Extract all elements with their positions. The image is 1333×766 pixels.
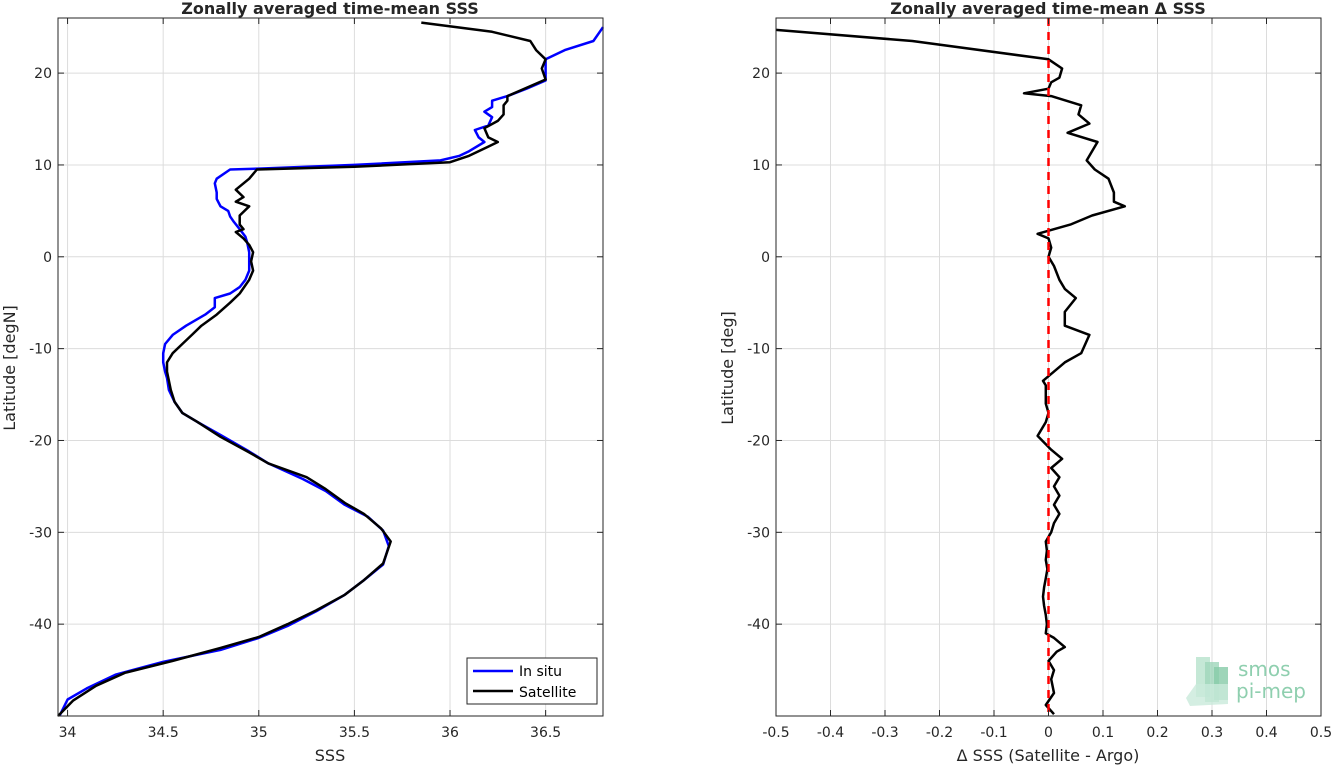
left-x-tick-label: 36.5 <box>530 725 561 741</box>
right-x-tick-label: -0.5 <box>762 725 789 741</box>
right-y-tick-label: 20 <box>752 66 770 82</box>
left-y-tick-label: -10 <box>29 342 52 358</box>
legend-label-satellite: Satellite <box>519 685 576 701</box>
left-series-line-satellite <box>57 21 547 717</box>
legend-box <box>466 657 598 705</box>
left-ticks: 34 34.5 35 35.5 36 36.5 -40 -30 -20 -10 0 10 20 <box>29 18 603 741</box>
right-x-tick-label: 0.2 <box>1146 725 1168 741</box>
right-series-line-delta-sss <box>775 28 1127 716</box>
right-x-tick-label: 0.5 <box>1310 725 1332 741</box>
right-chart-title: Zonally averaged time-mean Δ SSS <box>890 0 1206 18</box>
right-x-axis-label: Δ SSS (Satellite - Argo) <box>957 746 1140 765</box>
left-y-axis-label: Latitude [degN] <box>0 305 19 431</box>
left-y-tick-label: 20 <box>34 66 52 82</box>
left-series-group <box>57 21 605 717</box>
left-x-tick-label: 36 <box>441 725 459 741</box>
right-x-tick-label: 0.3 <box>1201 725 1223 741</box>
left-x-tick-label: 35.5 <box>339 725 370 741</box>
right-x-tick-label: -0.4 <box>817 725 844 741</box>
right-y-axis-label: Latitude [deg] <box>718 311 737 425</box>
left-plot-frame <box>57 17 604 717</box>
left-y-tick-label: 0 <box>43 250 52 266</box>
right-x-tick-label: 0.4 <box>1255 725 1277 741</box>
right-x-tick-label: -0.2 <box>926 725 953 741</box>
right-y-tick-label: 10 <box>752 158 770 174</box>
left-panel: 34 34.5 35 35.5 36 36.5 -40 -30 -20 -10 0 10 20 Zona… <box>0 0 605 765</box>
left-y-tick-label: -30 <box>29 525 52 541</box>
smos-pi-mep-logo: smos pi-mep <box>1186 657 1306 706</box>
left-x-axis-label: SSS <box>315 746 345 765</box>
right-y-tick-label: -40 <box>747 617 770 633</box>
left-chart-title: Zonally averaged time-mean SSS <box>181 0 479 18</box>
right-panel: smos pi-mep -0.5 -0.4 -0.3 -0.2 -0.1 0 0.1 0.2 0… <box>718 0 1332 765</box>
right-series-group <box>775 28 1127 716</box>
left-grid <box>58 18 603 716</box>
right-y-tick-label: -10 <box>747 342 770 358</box>
left-x-tick-label: 34 <box>59 725 77 741</box>
left-x-tick-label: 35 <box>250 725 268 741</box>
right-x-tick-label: -0.1 <box>980 725 1007 741</box>
left-y-tick-label: -20 <box>29 433 52 449</box>
right-y-tick-label: -30 <box>747 525 770 541</box>
right-ticks: -0.5 -0.4 -0.3 -0.2 -0.1 0 0.1 0.2 0.3 0.4 0.5 -40 -… <box>747 18 1332 741</box>
left-y-tick-label: 10 <box>34 158 52 174</box>
logo-text-pi-mep: pi-mep <box>1236 679 1306 703</box>
legend-label-in-situ: In situ <box>519 664 562 680</box>
logo-text-smos: smos <box>1238 657 1291 681</box>
right-y-tick-label: 0 <box>761 250 770 266</box>
right-x-tick-label: -0.3 <box>871 725 898 741</box>
left-legend: In situ Satellite <box>466 657 598 705</box>
right-y-tick-label: -20 <box>747 433 770 449</box>
right-x-tick-label: 0 <box>1044 725 1053 741</box>
right-x-tick-label: 0.1 <box>1092 725 1114 741</box>
left-plot-area <box>58 18 603 716</box>
left-x-tick-label: 34.5 <box>148 725 179 741</box>
left-y-tick-label: -40 <box>29 617 52 633</box>
